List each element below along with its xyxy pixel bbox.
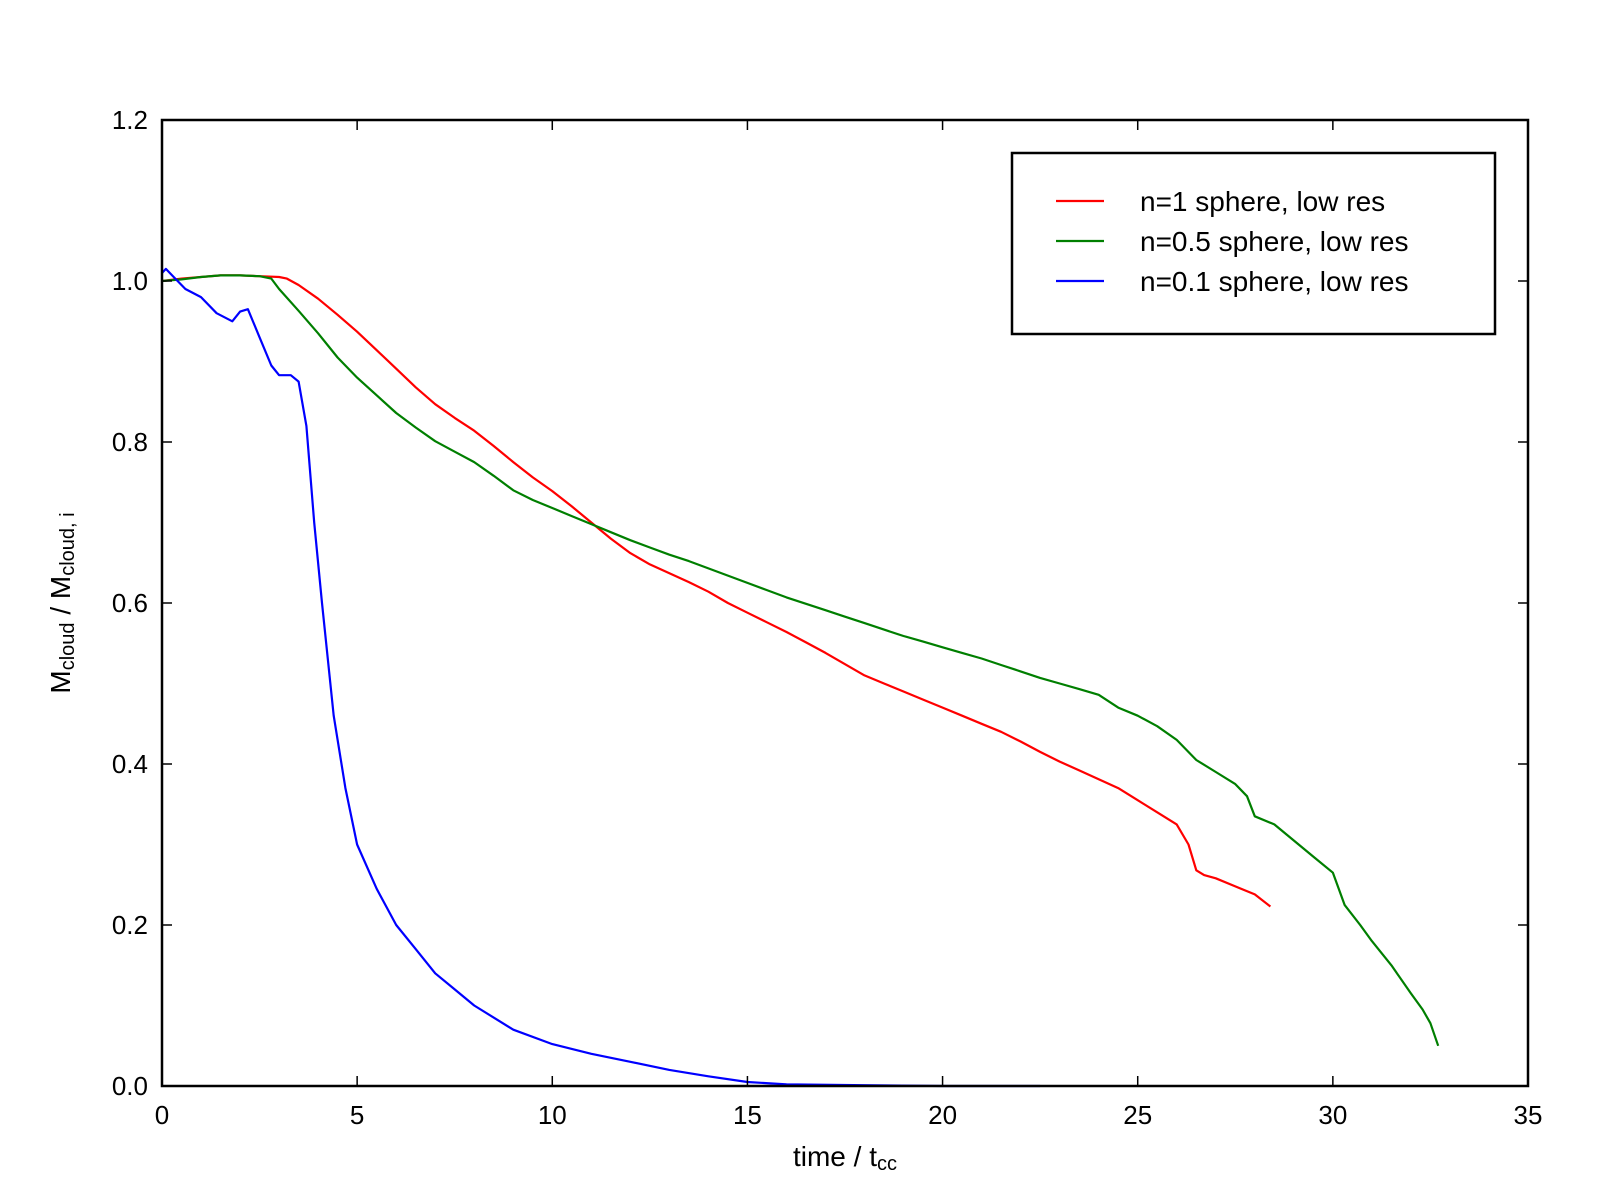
series-line-1	[161, 274, 1272, 908]
tick-labels: 0 5 10 15 20 25 30 35 0.0 0.2 0.4 0.6 0.8 1.0 1.2	[112, 105, 1543, 1130]
y-tick-label: 0.2	[112, 910, 148, 940]
legend-label-2: n=0.5 sphere, low res	[1140, 226, 1409, 257]
y-axis-label-den: M	[45, 576, 76, 599]
y-axis-label-num: M	[45, 670, 76, 693]
y-tick-label: 0.6	[112, 588, 148, 618]
x-tick-label: 10	[538, 1100, 567, 1130]
x-tick-label: 0	[155, 1100, 169, 1130]
x-tick-label: 30	[1318, 1100, 1347, 1130]
x-tick-label: 5	[350, 1100, 364, 1130]
x-tick-label: 20	[928, 1100, 957, 1130]
y-tick-label: 1.0	[112, 266, 148, 296]
x-axis-label-main: time / t	[793, 1141, 877, 1172]
series-line-2	[161, 274, 1440, 1047]
y-tick-label: 1.2	[112, 105, 148, 135]
ticks-layer	[161, 119, 1529, 1087]
series-layer	[161, 267, 1440, 1088]
y-tick-label: 0.0	[112, 1071, 148, 1101]
legend-label-3: n=0.1 sphere, low res	[1140, 266, 1409, 297]
x-axis-label-sub: cc	[877, 1153, 897, 1175]
legend: n=1 sphere, low res n=0.5 sphere, low res…	[1010, 151, 1497, 336]
x-tick-label: 25	[1123, 1100, 1152, 1130]
y-axis-label: Mcloud / Mcloud, i	[45, 512, 79, 693]
y-axis-label-num-sub: cloud	[57, 622, 79, 670]
y-axis-label-sep: /	[45, 599, 76, 622]
series-line-3	[161, 267, 1041, 1088]
legend-label-1: n=1 sphere, low res	[1140, 186, 1385, 217]
x-axis-label: time / tcc	[793, 1141, 897, 1175]
y-axis-label-den-sub: cloud, i	[57, 512, 79, 575]
y-tick-label: 0.4	[112, 749, 148, 779]
x-tick-label: 15	[733, 1100, 762, 1130]
y-tick-label: 0.8	[112, 427, 148, 457]
x-tick-label: 35	[1514, 1100, 1543, 1130]
legend-box	[1010, 151, 1497, 336]
